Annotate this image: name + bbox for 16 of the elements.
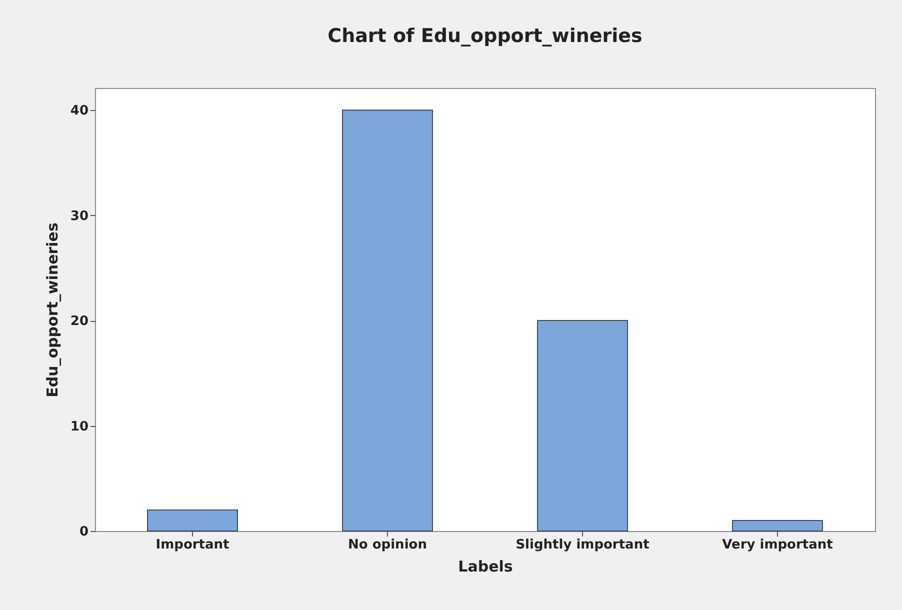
y-tick-label: 10 [70,419,88,434]
y-tick-label: 40 [70,104,88,119]
y-tick-label: 0 [79,524,88,540]
y-tick-label: 20 [70,314,88,330]
y-axis-title: Edu_opport_wineries [43,222,62,398]
x-tick-label: Important [156,538,230,552]
bar [342,110,433,532]
x-axis-title: Labels [458,558,513,576]
x-tick-label: Very important [722,538,833,552]
bar [537,320,628,532]
y-tick-label: 30 [70,208,88,224]
bar [147,509,238,532]
x-tick-label: No opinion [348,538,427,552]
bar [732,520,823,532]
x-tick-label: Slightly important [516,538,650,552]
chart-title: Chart of Edu_opport_wineries [328,25,642,47]
